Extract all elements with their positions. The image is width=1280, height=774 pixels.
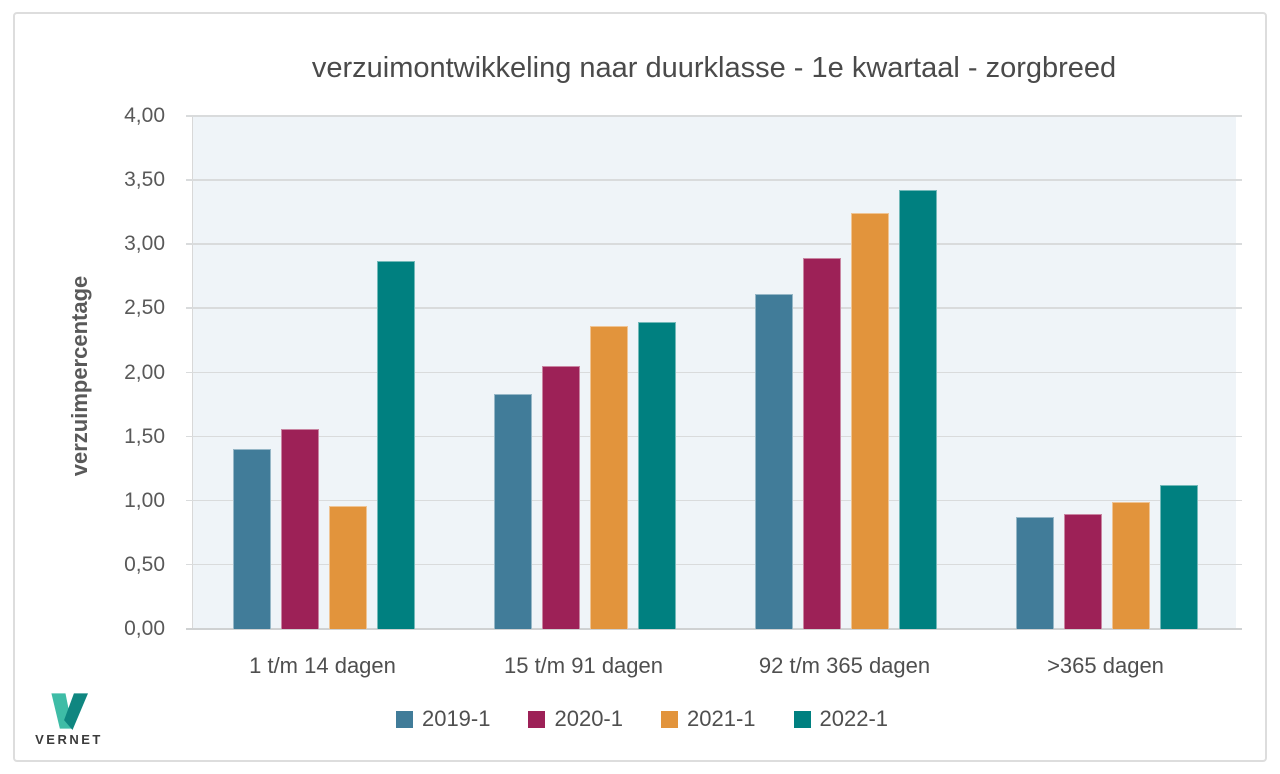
bar-2021-1 xyxy=(328,505,367,629)
bar-group xyxy=(1015,485,1198,629)
y-axis-tick-label: 1,00 xyxy=(124,488,165,512)
gridline xyxy=(186,499,1242,502)
vernet-logo-text: VERNET xyxy=(35,732,103,747)
y-axis-tick-label: 3,50 xyxy=(124,168,165,192)
gridlines-layer xyxy=(186,115,1242,630)
bar-2020-1 xyxy=(1063,513,1102,629)
bar-2019-1 xyxy=(232,449,271,629)
gridline xyxy=(186,628,1242,630)
bar-2019-1 xyxy=(493,394,532,629)
chart-card: verzuimontwikkeling naar duurklasse - 1e… xyxy=(13,12,1267,762)
gridline xyxy=(186,115,1242,117)
bar-2022-1 xyxy=(376,260,415,629)
legend-label: 2021-1 xyxy=(687,706,756,731)
vernet-logo-mark xyxy=(51,693,88,730)
vernet-logo: VERNET xyxy=(33,692,105,747)
gridline xyxy=(186,179,1242,181)
gridline xyxy=(186,563,1242,566)
y-axis-tick-label: 2,00 xyxy=(124,360,165,384)
y-axis-tick-label: 1,50 xyxy=(124,424,165,448)
y-axis-tick-label: 4,00 xyxy=(124,104,165,127)
y-axis-tick-label: 0,00 xyxy=(124,617,165,640)
bar-2021-1 xyxy=(1111,502,1150,629)
bar-2022-1 xyxy=(1159,485,1198,629)
x-category-label: >365 dagen xyxy=(1047,653,1164,678)
legend-label: 2020-1 xyxy=(554,706,623,731)
bar-2021-1 xyxy=(850,213,889,629)
bar-2019-1 xyxy=(1015,517,1054,629)
legend-item: 2019-1 xyxy=(395,706,491,732)
bar-2022-1 xyxy=(898,190,937,629)
x-category-label: 1 t/m 14 dagen xyxy=(249,653,396,678)
gridline xyxy=(186,435,1242,438)
bar-group xyxy=(232,260,415,629)
bar-2020-1 xyxy=(541,366,580,629)
chart-title: verzuimontwikkeling naar duurklasse - 1e… xyxy=(311,52,1117,84)
y-axis-tick-label: 2,50 xyxy=(124,296,165,320)
legend-item: 2022-1 xyxy=(793,706,889,732)
legend-label: 2019-1 xyxy=(421,706,491,731)
legend-swatch xyxy=(395,710,413,728)
bar-2019-1 xyxy=(754,294,793,629)
bar-2020-1 xyxy=(280,428,319,629)
legend-swatch xyxy=(661,710,678,728)
y-axis-tick-label: 0,50 xyxy=(124,552,165,576)
gridline xyxy=(186,243,1242,245)
bar-2021-1 xyxy=(589,326,628,629)
plot-area xyxy=(186,115,1242,630)
legend-label: 2022-1 xyxy=(819,706,889,731)
legend-item: 2021-1 xyxy=(661,706,756,732)
x-category-label: 15 t/m 91 dagen xyxy=(503,653,663,678)
y-axis-tick-labels: 0,00 0,50 1,00 1,50 2,00 2,50 3,00 3,50 4,00 xyxy=(70,104,165,640)
logo-v-right-stroke xyxy=(64,693,88,730)
x-category-label: 92 t/m 365 dagen xyxy=(758,653,931,678)
bar-group xyxy=(754,190,937,629)
gridline xyxy=(186,307,1242,309)
bar-2022-1 xyxy=(637,322,676,629)
bar-2020-1 xyxy=(802,258,841,629)
legend: 2019-1 2020-1 2021-1 2022-1 xyxy=(15,706,1269,732)
y-axis-tick-label: 3,00 xyxy=(124,232,165,256)
bars-layer xyxy=(193,116,1236,629)
gridline xyxy=(186,371,1242,373)
legend-swatch xyxy=(528,710,546,728)
bar-group xyxy=(493,322,676,629)
legend-item: 2020-1 xyxy=(528,706,623,732)
legend-swatch xyxy=(793,710,811,728)
x-axis-labels: 1 t/m 14 dagen 15 t/m 91 dagen 92 t/m 365 … xyxy=(192,653,1236,681)
